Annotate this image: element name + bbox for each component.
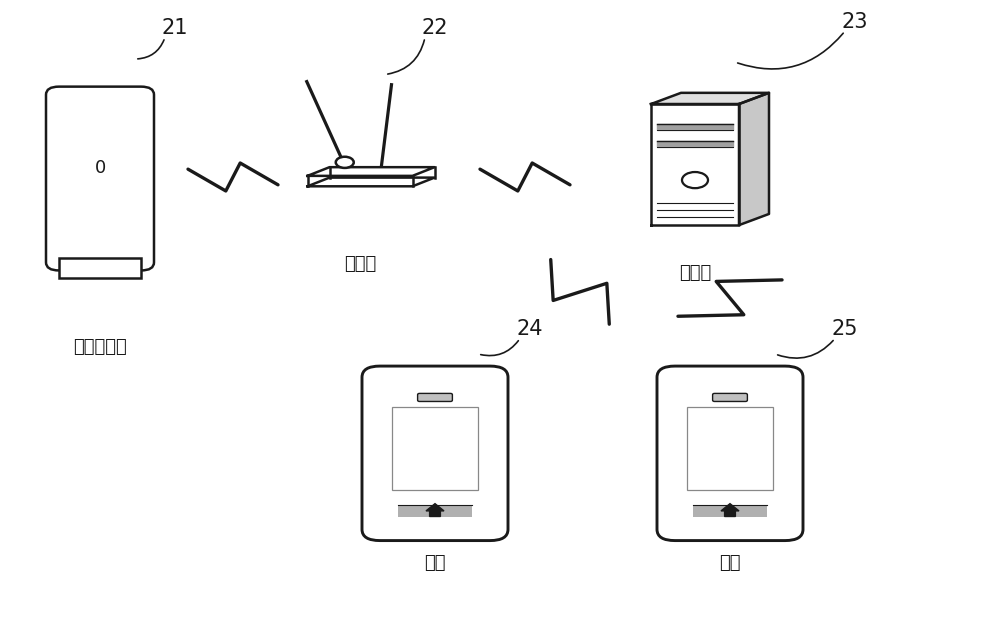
Polygon shape — [651, 93, 769, 104]
FancyArrowPatch shape — [388, 40, 424, 74]
FancyBboxPatch shape — [59, 258, 141, 278]
Text: 0: 0 — [94, 159, 106, 176]
Text: 手机: 手机 — [719, 554, 741, 572]
Text: 手机: 手机 — [424, 554, 446, 572]
Polygon shape — [721, 504, 739, 517]
Bar — [398, 505, 472, 517]
FancyBboxPatch shape — [362, 366, 508, 540]
Text: 21: 21 — [162, 18, 188, 38]
Circle shape — [682, 172, 708, 188]
Circle shape — [336, 156, 354, 168]
Polygon shape — [739, 93, 769, 225]
Polygon shape — [651, 104, 739, 225]
Text: 22: 22 — [422, 18, 448, 38]
FancyBboxPatch shape — [46, 87, 154, 271]
Text: 智能净水器: 智能净水器 — [73, 338, 127, 356]
FancyBboxPatch shape — [418, 394, 452, 402]
Polygon shape — [426, 504, 444, 517]
FancyArrowPatch shape — [778, 340, 833, 358]
Text: 25: 25 — [832, 319, 858, 339]
Text: 24: 24 — [517, 319, 543, 339]
Polygon shape — [657, 142, 733, 148]
Bar — [693, 505, 767, 517]
Polygon shape — [657, 124, 733, 130]
Text: 23: 23 — [842, 12, 868, 32]
Polygon shape — [308, 167, 434, 176]
FancyArrowPatch shape — [138, 40, 164, 59]
FancyArrowPatch shape — [738, 33, 843, 69]
Text: 服务器: 服务器 — [679, 264, 711, 282]
FancyBboxPatch shape — [657, 366, 803, 540]
Bar — [392, 407, 478, 490]
Bar — [687, 407, 773, 490]
FancyBboxPatch shape — [713, 394, 747, 402]
FancyArrowPatch shape — [481, 341, 518, 356]
Polygon shape — [308, 178, 434, 186]
Text: 路由器: 路由器 — [344, 255, 376, 273]
